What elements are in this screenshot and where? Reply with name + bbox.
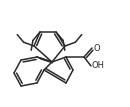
Text: OH: OH — [92, 62, 105, 71]
Text: O: O — [94, 44, 101, 53]
